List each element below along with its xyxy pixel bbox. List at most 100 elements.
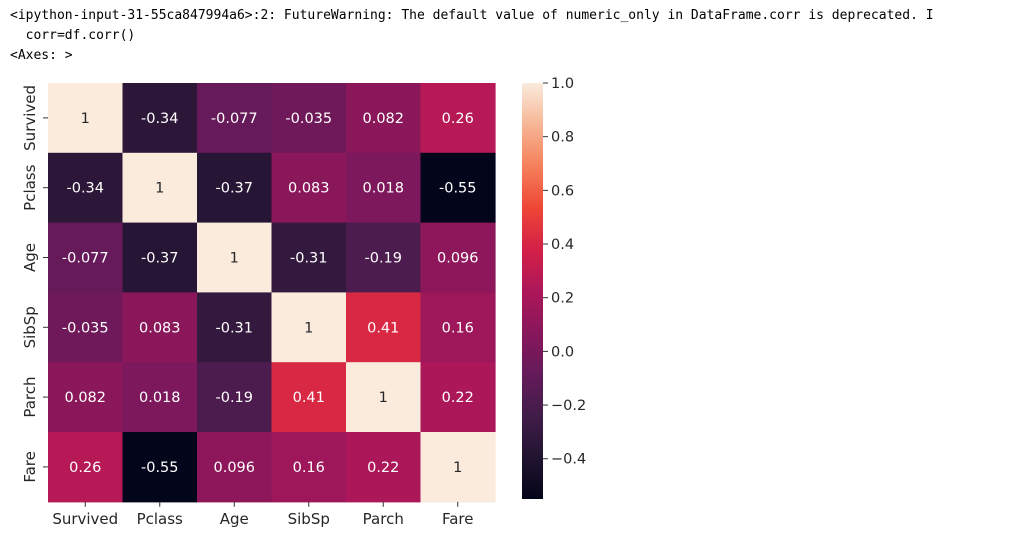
heatmap-cell — [346, 362, 422, 433]
cell-value-label: 0.22 — [367, 460, 399, 476]
cell-value-label: 0.083 — [288, 181, 330, 197]
y-tick-label: Fare — [21, 451, 39, 483]
heatmap-cell — [48, 83, 124, 154]
heatmap-cell — [122, 432, 198, 503]
cell-value-label: 0.41 — [293, 390, 325, 406]
heatmap-cell — [197, 362, 273, 433]
heatmap-cell — [48, 292, 124, 363]
cell-value-label: -0.34 — [141, 111, 179, 127]
y-tick-label: Survived — [21, 85, 39, 151]
cell-value-label: -0.19 — [364, 251, 402, 267]
heatmap-cell — [48, 222, 124, 293]
heatmap-cell — [271, 222, 347, 293]
x-tick-label: Pclass — [137, 510, 183, 528]
heatmap-cell — [122, 292, 198, 363]
colorbar-tick-label: 0.0 — [551, 344, 574, 360]
cell-value-label: 1 — [230, 251, 239, 267]
cell-value-label: 0.096 — [213, 460, 255, 476]
heatmap-cell — [122, 152, 198, 224]
cell-value-label: 0.41 — [367, 320, 399, 336]
cell-value-label: 1 — [81, 111, 90, 127]
cell-value-label: 0.018 — [139, 390, 181, 406]
cell-value-label: -0.34 — [66, 181, 104, 197]
heatmap-cell — [420, 362, 496, 433]
heatmap-cell — [122, 362, 198, 433]
cell-value-label: 0.22 — [442, 390, 474, 406]
colorbar-tick-label: −0.4 — [551, 452, 586, 468]
y-axis-ticks: Survived Pclass Age SibSp Parch Fare — [21, 85, 48, 483]
cell-value-label: 1 — [155, 181, 164, 197]
colorbar-tick-label: 1.0 — [551, 76, 574, 92]
heatmap-cell — [271, 83, 347, 154]
heatmap-cell — [197, 222, 273, 293]
cell-value-label: 0.26 — [69, 460, 101, 476]
heatmap-cell — [346, 432, 422, 503]
colorbar-tick-label: 0.8 — [551, 130, 574, 146]
axes-repr-text: <Axes: > — [10, 48, 73, 63]
heatmap-cell — [48, 432, 124, 503]
heatmap-annotations: 1 -0.34 -0.077 -0.035 0.082 0.26 -0.34 1 -0.37 0.… — [62, 111, 479, 476]
cell-value-label: -0.37 — [141, 251, 179, 267]
cell-value-label: -0.035 — [62, 320, 109, 336]
y-tick-label: Age — [21, 243, 39, 272]
heatmap-cell — [122, 222, 198, 293]
cell-value-label: -0.077 — [62, 251, 109, 267]
heatmap-cell — [271, 292, 347, 363]
source-line-text: corr=df.corr() — [10, 28, 136, 43]
heatmap-cell — [197, 83, 273, 154]
heatmap-cell — [48, 152, 124, 224]
heatmap-cell — [122, 83, 198, 154]
colorbar-gradient — [522, 83, 543, 499]
cell-value-label: -0.55 — [141, 460, 179, 476]
heatmap-cell — [346, 152, 422, 224]
x-axis-ticks: Survived Pclass Age SibSp Parch Fare — [52, 501, 474, 528]
heatmap-cell — [420, 292, 496, 363]
x-tick-label: Survived — [52, 510, 118, 528]
colorbar-tick-label: 0.4 — [551, 237, 574, 253]
heatmap-cell — [48, 362, 124, 433]
cell-value-label: 0.096 — [437, 251, 479, 267]
cell-value-label: 0.083 — [139, 320, 181, 336]
y-tick-label: SibSp — [21, 306, 39, 348]
colorbar-tick-label: −0.2 — [551, 398, 586, 414]
heatmap-cell — [346, 222, 422, 293]
heatmap-cells — [48, 83, 496, 503]
x-tick-label: Fare — [442, 510, 474, 528]
cell-value-label: 0.018 — [362, 181, 404, 197]
heatmap-cell — [420, 222, 496, 293]
cell-value-label: -0.31 — [215, 320, 253, 336]
heatmap-cell — [346, 292, 422, 363]
colorbar-tick-label: 0.2 — [551, 291, 574, 307]
heatmap-cell — [420, 432, 496, 503]
heatmap-cell — [197, 432, 273, 503]
heatmap-cell — [271, 432, 347, 503]
cell-value-label: 0.16 — [293, 460, 325, 476]
cell-value-label: 0.16 — [442, 320, 474, 336]
heatmap-cell — [197, 292, 273, 363]
cell-value-label: -0.55 — [439, 181, 477, 197]
x-tick-label: SibSp — [288, 510, 330, 528]
cell-value-label: -0.035 — [285, 111, 332, 127]
cell-value-label: 0.082 — [362, 111, 404, 127]
colorbar-tick-label: 0.6 — [551, 183, 574, 199]
heatmap-cell — [271, 152, 347, 224]
heatmap-cell — [197, 152, 273, 224]
x-tick-label: Age — [220, 510, 249, 528]
heatmap-cell — [420, 152, 496, 224]
cell-value-label: 1 — [304, 320, 313, 336]
cell-value-label: -0.077 — [211, 111, 258, 127]
cell-value-label: 1 — [453, 460, 462, 476]
cell-value-label: -0.19 — [215, 390, 253, 406]
cell-value-label: 1 — [379, 390, 388, 406]
x-tick-label: Parch — [363, 510, 404, 528]
heatmap-cell — [346, 83, 422, 154]
future-warning-text: <ipython-input-31-55ca847994a6>:2: Futur… — [10, 8, 934, 23]
cell-value-label: 0.26 — [442, 111, 474, 127]
y-tick-label: Pclass — [21, 164, 39, 210]
cell-value-label: -0.31 — [290, 251, 328, 267]
cell-value-label: -0.37 — [215, 181, 253, 197]
y-tick-label: Parch — [21, 377, 39, 418]
cell-value-label: 0.082 — [64, 390, 106, 406]
